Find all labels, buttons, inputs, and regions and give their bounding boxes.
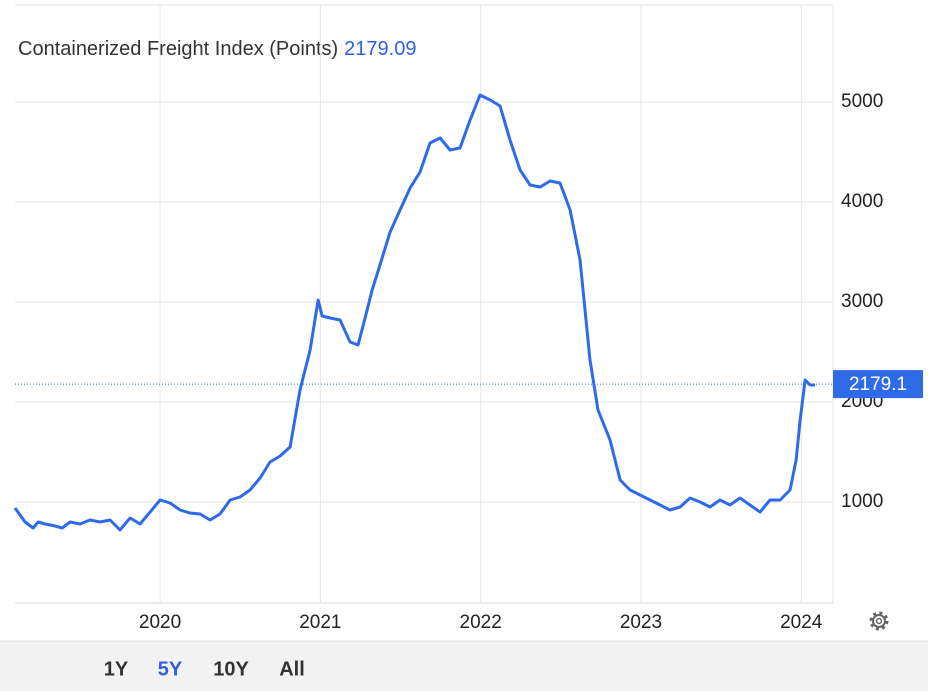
x-tick-label: 2020	[139, 612, 181, 633]
gear-hub	[875, 617, 883, 625]
x-tick-label: 2022	[460, 612, 502, 633]
current-value-badge	[833, 370, 923, 399]
x-tick-label: 2024	[780, 612, 823, 633]
range-button[interactable]: 1Y	[104, 658, 129, 680]
range-button[interactable]: All	[279, 658, 305, 680]
data-line	[13, 93, 816, 532]
y-tick-label: 4000	[841, 191, 883, 212]
title-value: 2179.09	[344, 38, 416, 60]
current-value-label: 2179.1	[849, 374, 907, 395]
x-tick-label: 2023	[620, 612, 662, 633]
title-text: Containerized Freight Index (Points)	[18, 38, 338, 60]
y-tick-label: 5000	[841, 91, 883, 112]
toolbar-background	[0, 641, 928, 691]
range-button[interactable]: 5Y	[158, 658, 183, 680]
settings-icon[interactable]	[869, 611, 889, 631]
gear-teeth	[869, 611, 889, 631]
chart-title: Containerized Freight Index (Points) 2179…	[18, 38, 416, 60]
gear-ring	[872, 614, 886, 628]
x-tick-label: 2021	[299, 612, 341, 633]
range-button[interactable]: 10Y	[213, 658, 249, 680]
y-tick-label: 1000	[841, 491, 883, 512]
y-tick-label: 3000	[841, 291, 883, 312]
